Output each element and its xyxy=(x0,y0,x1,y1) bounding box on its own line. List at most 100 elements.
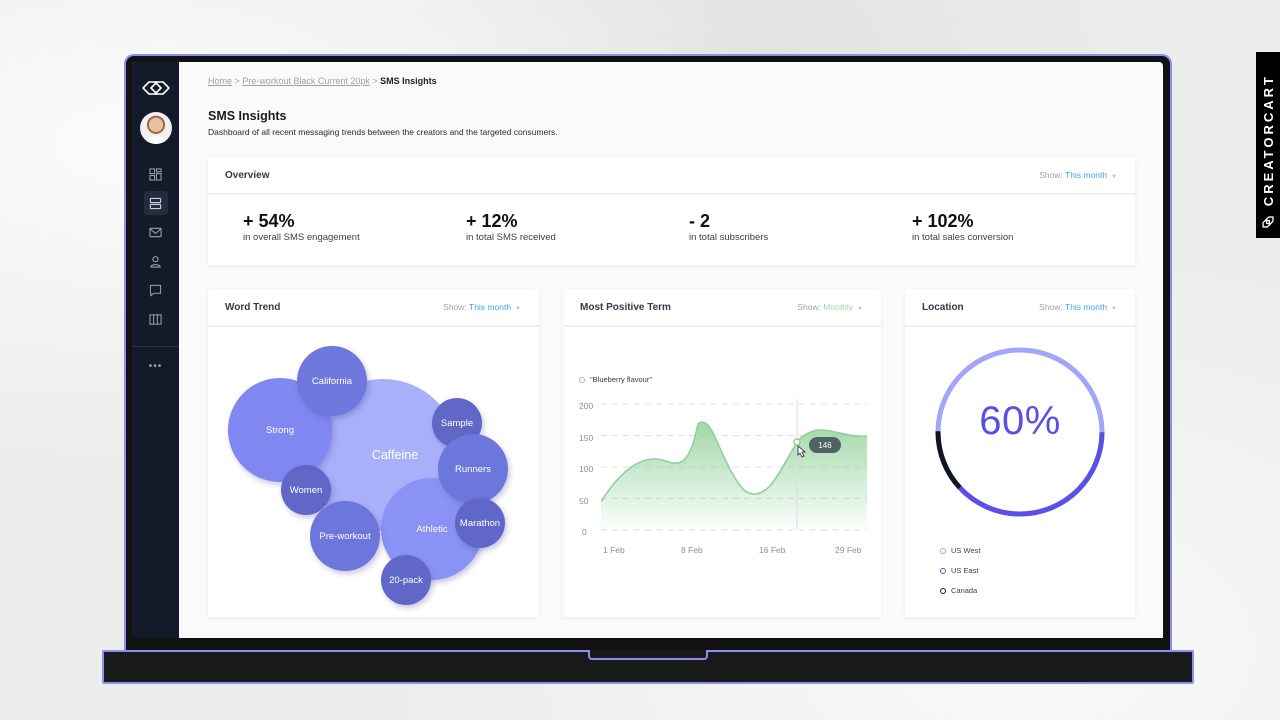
rows-icon xyxy=(149,197,162,209)
sidebar-item-board[interactable] xyxy=(144,307,168,331)
sidebar-item-profile[interactable] xyxy=(144,249,168,273)
app-screen: ••• Home > Pre-workout Black Current 20p… xyxy=(132,62,1163,638)
sidebar-item-messages[interactable] xyxy=(144,220,168,244)
breadcrumb-product[interactable]: Pre-workout Black Current 20pk xyxy=(242,76,370,86)
legend-dot-icon xyxy=(940,568,946,575)
panels-row: Word Trend Show: This month ▼ Caffeine Str… xyxy=(208,289,1137,617)
word-bubble[interactable]: Women xyxy=(281,465,331,515)
breadcrumb-separator: > xyxy=(234,76,240,86)
stat-value: + 102% xyxy=(912,211,974,231)
x-tick: 16 Feb xyxy=(759,545,786,555)
stat-sales-conversion: + 102% in total sales conversion xyxy=(912,211,1135,243)
y-tick: 0 xyxy=(582,527,587,537)
legend-dot-icon xyxy=(940,548,946,555)
stat-label: in overall SMS engagement xyxy=(243,232,360,243)
show-value: This month xyxy=(1065,170,1108,180)
show-value: Monthly xyxy=(823,302,854,312)
legend-dot-icon xyxy=(579,377,585,384)
logo-icon[interactable] xyxy=(141,80,171,96)
word-trend-period-dropdown[interactable]: Show: This month ▼ xyxy=(443,302,521,312)
legend-label: US East xyxy=(951,566,979,575)
chevron-down-icon: ▼ xyxy=(1111,174,1117,180)
chevron-down-icon: ▼ xyxy=(1111,306,1117,312)
laptop-base xyxy=(102,650,1194,684)
legend-label: Canada xyxy=(951,586,978,595)
show-label: Show: xyxy=(797,302,821,312)
breadcrumb-separator: > xyxy=(372,76,378,86)
stat-value: + 54% xyxy=(243,211,295,231)
show-label: Show: xyxy=(443,302,467,312)
legend-item-us-east: US East xyxy=(940,566,979,575)
legend-dot-icon xyxy=(940,588,946,595)
overview-header: Overview Show: This month ▼ xyxy=(208,157,1135,195)
term-period-dropdown[interactable]: Show: Monthly ▼ xyxy=(797,302,863,312)
word-bubble[interactable]: California xyxy=(297,346,367,416)
main-content: Home > Pre-workout Black Current 20pk > … xyxy=(179,62,1163,638)
term-title: Most Positive Term xyxy=(580,301,671,313)
sidebar-divider xyxy=(132,346,179,347)
sidebar-item-dashboard[interactable] xyxy=(144,162,168,186)
stat-subscribers: - 2 in total subscribers xyxy=(689,211,912,243)
word-bubble[interactable]: Runners xyxy=(438,434,508,504)
location-card: Location Show: This month ▼ 60% xyxy=(905,289,1135,617)
page-title: SMS Insights xyxy=(208,109,287,123)
word-trend-header: Word Trend Show: This month ▼ xyxy=(208,289,539,327)
breadcrumb-home[interactable]: Home xyxy=(208,76,233,86)
area-chart[interactable] xyxy=(601,399,867,539)
chart-legend: "Blueberry flavour" xyxy=(579,375,652,384)
word-bubble-chart: Caffeine Strong California Athletic Sample Ru… xyxy=(208,289,539,617)
stat-label: in total sales conversion xyxy=(912,232,1014,243)
x-tick: 29 Feb xyxy=(835,545,862,555)
legend-label: US West xyxy=(951,546,981,555)
most-positive-term-card: Most Positive Term Show: Monthly ▼ "Blueb… xyxy=(563,289,881,617)
chevron-down-icon: ▼ xyxy=(857,306,863,312)
stat-sms-received: + 12% in total SMS received xyxy=(466,211,689,243)
legend-item-canada: Canada xyxy=(940,586,977,595)
show-label: Show: xyxy=(1039,302,1063,312)
brand-name: CREATORCART xyxy=(1260,73,1276,206)
y-tick: 100 xyxy=(579,464,594,474)
donut-chart[interactable] xyxy=(935,347,1105,517)
columns-icon xyxy=(149,313,162,325)
chat-icon xyxy=(149,284,162,296)
sidebar-item-insights[interactable] xyxy=(143,191,168,215)
location-header: Location Show: This month ▼ xyxy=(905,289,1135,327)
sidebar-item-chat[interactable] xyxy=(144,278,168,302)
stat-label: in total SMS received xyxy=(466,232,556,243)
brand-tag: CREATORCART xyxy=(1256,52,1280,238)
avatar[interactable] xyxy=(139,112,172,144)
legend-item-us-west: US West xyxy=(940,546,980,555)
stat-value: + 12% xyxy=(466,211,518,231)
y-tick: 50 xyxy=(579,496,589,506)
breadcrumb-current: SMS Insights xyxy=(380,76,437,86)
word-bubble[interactable]: Marathon xyxy=(455,498,505,548)
x-tick: 8 Feb xyxy=(681,545,703,555)
word-bubble[interactable]: Pre-workout xyxy=(310,501,380,571)
overview-stats: + 54% in overall SMS engagement + 12% in… xyxy=(208,195,1135,243)
cursor-hand-icon xyxy=(797,445,807,458)
word-trend-card: Word Trend Show: This month ▼ Caffeine Str… xyxy=(208,289,539,617)
more-icon[interactable]: ••• xyxy=(148,361,163,372)
word-bubble[interactable]: 20-pack xyxy=(381,555,431,605)
legend-label: "Blueberry flavour" xyxy=(590,375,653,384)
chevron-down-icon: ▼ xyxy=(515,306,521,312)
breadcrumb: Home > Pre-workout Black Current 20pk > … xyxy=(208,76,1137,86)
donut-center-value: 60% xyxy=(979,399,1061,443)
location-period-dropdown[interactable]: Show: This month ▼ xyxy=(1039,302,1117,312)
stat-value: - 2 xyxy=(689,211,711,231)
term-header: Most Positive Term Show: Monthly ▼ xyxy=(563,289,881,327)
overview-card: Overview Show: This month ▼ + 54% in over… xyxy=(208,157,1135,265)
stat-engagement: + 54% in overall SMS engagement xyxy=(243,211,466,243)
y-tick: 200 xyxy=(579,401,594,411)
sidebar: ••• xyxy=(132,62,179,638)
chart-tooltip: 146 xyxy=(809,437,841,453)
overview-period-dropdown[interactable]: Show: This month ▼ xyxy=(1039,170,1117,180)
y-tick: 150 xyxy=(579,433,594,443)
brand-logo-icon xyxy=(1262,216,1274,228)
grid-icon xyxy=(149,167,162,181)
page-description: Dashboard of all recent messaging trends… xyxy=(208,127,558,137)
x-tick: 1 Feb xyxy=(603,545,625,555)
location-title: Location xyxy=(922,301,964,313)
show-value: This month xyxy=(1065,302,1108,312)
user-icon xyxy=(150,255,161,268)
